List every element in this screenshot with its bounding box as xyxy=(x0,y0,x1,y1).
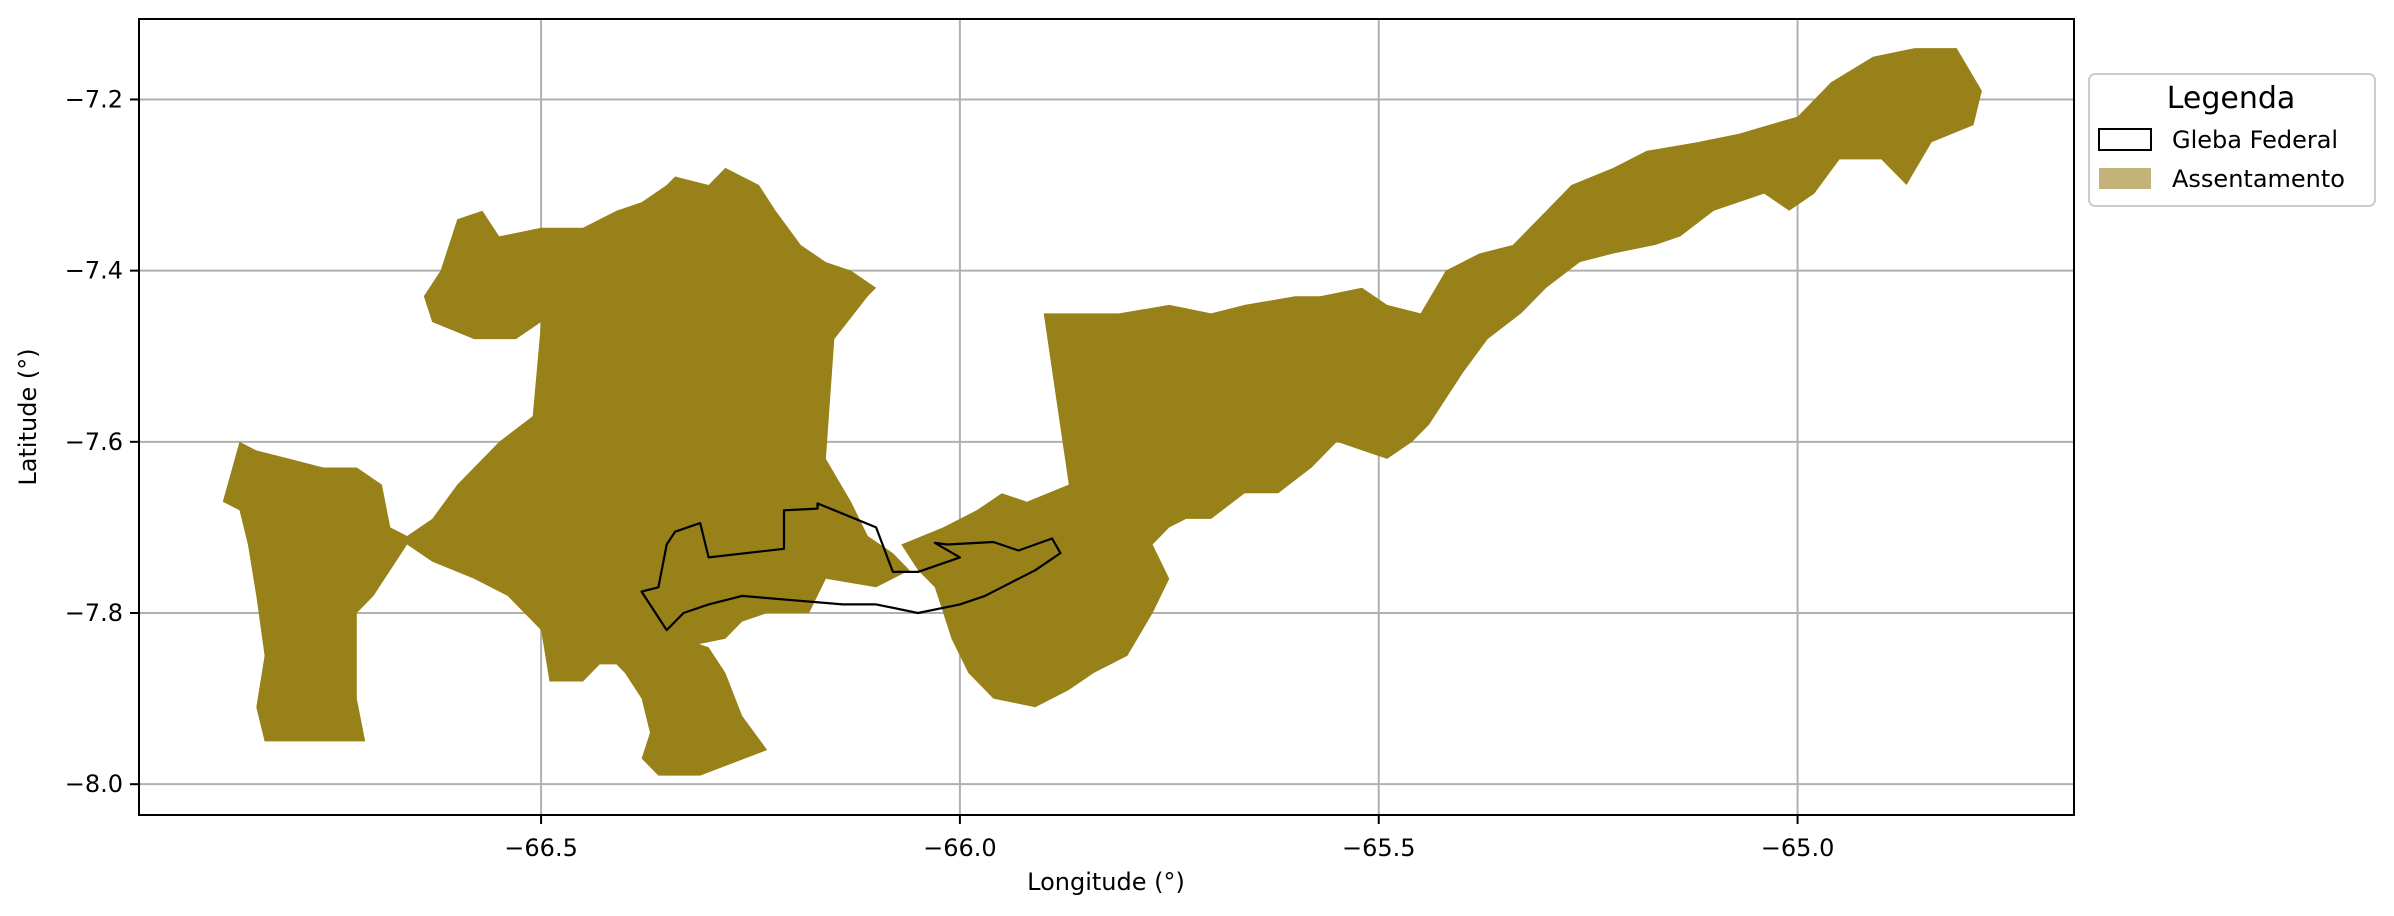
x-tick-label: −66.5 xyxy=(504,834,578,862)
y-tick-label: −8.0 xyxy=(65,770,123,798)
gleba-federal-layer xyxy=(640,502,1062,632)
assentamento-polygon-2 xyxy=(608,638,768,776)
x-tick-label: −65.0 xyxy=(1761,834,1835,862)
x-axis-ticks: −66.5 −66.0 −65.5 −65.0 xyxy=(504,815,1834,862)
plot-area xyxy=(138,18,2075,816)
y-tick-label: −7.6 xyxy=(65,428,123,456)
legend-label-gleba-federal: Gleba Federal xyxy=(2172,126,2338,154)
legend-swatch-gleba-federal xyxy=(2098,128,2152,151)
y-axis-ticks: −7.2 −7.4 −7.6 −7.8 −8.0 xyxy=(65,85,139,798)
y-tick-label: −7.4 xyxy=(65,257,123,285)
y-tick-label: −7.8 xyxy=(65,599,123,627)
legend-swatch-assentamento xyxy=(2099,168,2151,189)
x-axis-label: Longitude (°) xyxy=(1027,868,1185,896)
legend-label-assentamento: Assentamento xyxy=(2172,165,2345,193)
gleba-federal-polygon-1 xyxy=(640,502,1062,632)
plot-frame xyxy=(138,18,2075,816)
assentamento-polygon-3 xyxy=(901,48,1982,708)
x-tick-label: −66.0 xyxy=(923,834,997,862)
y-tick-label: −7.2 xyxy=(65,85,123,113)
x-tick-label: −65.5 xyxy=(1342,834,1416,862)
legend: Legenda Gleba Federal Assentamento xyxy=(2088,73,2376,207)
legend-title: Legenda xyxy=(2167,81,2296,116)
legend-box xyxy=(2088,73,2376,207)
y-axis-label: Latitude (°) xyxy=(14,348,42,485)
